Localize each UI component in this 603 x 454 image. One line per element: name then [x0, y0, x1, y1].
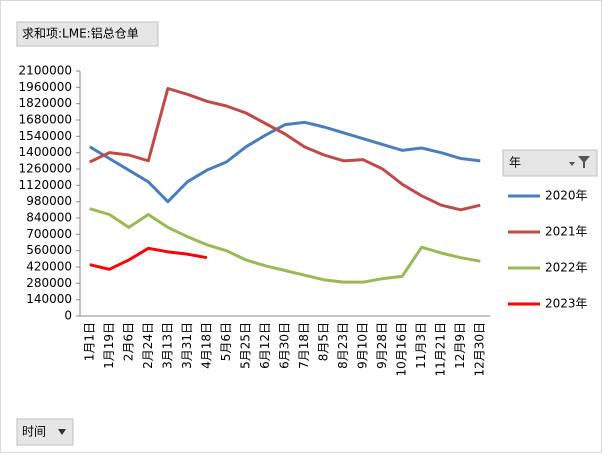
x-tick-label: 11月3日: [414, 322, 428, 369]
x-tick-label: 2月6日: [121, 322, 135, 361]
series-line: [88, 120, 481, 204]
y-tick-label: 0: [64, 309, 72, 323]
y-tick-label: 980000: [26, 194, 72, 208]
y-tick-label: 1120000: [19, 178, 72, 192]
axis-button-label: 时间: [22, 425, 46, 439]
y-tick-label: 1960000: [19, 80, 72, 94]
legend-label: 2021年: [545, 225, 588, 239]
x-tick-label: 8月5日: [317, 322, 331, 361]
y-tick-label: 140000: [26, 292, 72, 306]
y-tick-label: 420000: [26, 260, 72, 274]
y-tick-label: 1820000: [19, 96, 72, 110]
y-tick-label: 280000: [26, 276, 72, 290]
y-tick-label: 700000: [26, 227, 72, 241]
x-tick-label: 12月9日: [453, 322, 467, 369]
legend-label: 2023年: [545, 297, 588, 311]
x-tick-label: 2月24日: [141, 322, 155, 369]
x-tick-label: 1月1日: [82, 322, 96, 361]
x-tick-label: 5月6日: [219, 322, 233, 361]
y-tick-label: 1400000: [19, 145, 72, 159]
x-tick-label: 3月13日: [160, 322, 174, 369]
field-button[interactable]: [16, 21, 159, 47]
x-tick-label: 11月21日: [434, 322, 448, 377]
series-line: [89, 246, 208, 271]
field-button-label: 求和项:LME:铝总仓单: [22, 26, 139, 41]
x-tick-label: 3月31日: [180, 322, 194, 369]
x-tick-label: 6月12日: [258, 322, 272, 369]
y-tick-label: 1680000: [19, 113, 72, 127]
x-tick-label: 7月18日: [297, 322, 311, 369]
legend-title: 年: [509, 156, 521, 170]
series-line: [89, 87, 481, 212]
x-tick-label: 4月18日: [199, 322, 213, 369]
x-tick-label: 9月10日: [356, 322, 370, 369]
y-tick-label: 1540000: [19, 129, 72, 143]
series-line: [89, 207, 481, 284]
x-tick-label: 8月23日: [336, 322, 350, 369]
y-tick-label: 2100000: [19, 64, 72, 78]
x-tick-label: 10月16日: [395, 322, 409, 377]
dropdown-arrow: [58, 429, 66, 435]
y-tick-label: 1260000: [19, 162, 72, 176]
x-tick-label: 6月30日: [278, 322, 292, 369]
x-tick-label: 12月30日: [473, 322, 487, 377]
x-tick-label: 9月28日: [375, 322, 389, 369]
y-tick-label: 560000: [26, 243, 72, 257]
x-tick-label: 1月19日: [102, 322, 116, 369]
legend-header[interactable]: [502, 149, 598, 177]
filter-icon: [569, 156, 590, 168]
y-tick-label: 840000: [26, 211, 72, 225]
x-tick-label: 5月25日: [238, 322, 252, 369]
legend-label: 2020年: [545, 189, 588, 203]
legend-label: 2022年: [545, 261, 588, 275]
